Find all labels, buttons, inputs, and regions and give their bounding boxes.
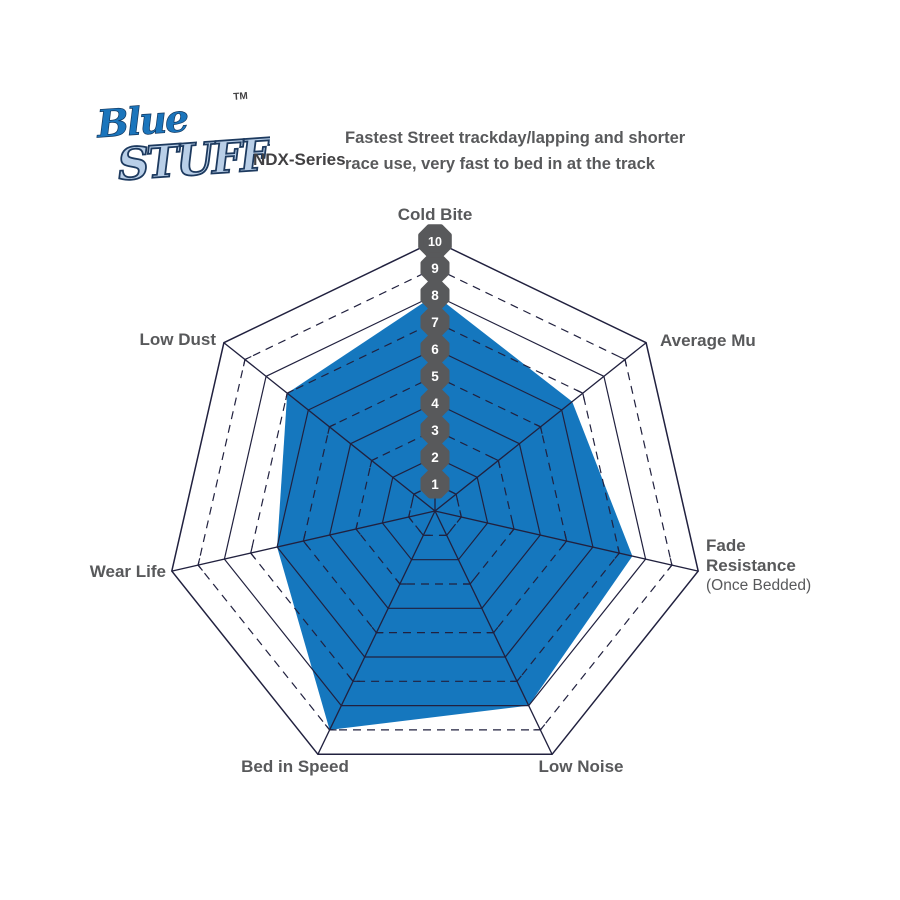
scale-badge-label-2: 2 bbox=[431, 450, 439, 465]
scale-badge-7 bbox=[420, 307, 450, 337]
scale-badge-6 bbox=[420, 334, 450, 364]
data-polygon bbox=[277, 295, 633, 730]
radar-axis-5 bbox=[171, 510, 436, 572]
scale-badge-2 bbox=[420, 442, 450, 472]
scale-badge-1 bbox=[420, 469, 450, 499]
axis-label-average-mu: Average Mu bbox=[660, 331, 756, 350]
scale-badge-label-7: 7 bbox=[431, 315, 439, 330]
scale-badge-label-6: 6 bbox=[431, 342, 439, 357]
radar-axis-6 bbox=[223, 342, 436, 512]
scale-badge-label-9: 9 bbox=[431, 261, 439, 276]
radar-ring-2 bbox=[381, 456, 489, 561]
scale-badge-10 bbox=[418, 224, 452, 258]
scale-badge-label-8: 8 bbox=[431, 288, 439, 303]
scale-badge-4 bbox=[420, 388, 450, 418]
radar-axis-2 bbox=[434, 510, 699, 572]
logo-blue-text: Blue bbox=[94, 95, 189, 146]
radar-ring-7 bbox=[250, 321, 620, 682]
scale-badge-label-3: 3 bbox=[431, 423, 439, 438]
bluestuff-logo-art: STUFF Blue TM bbox=[94, 91, 276, 192]
axis-label-wear-life: Wear Life bbox=[89, 562, 166, 581]
logo-trademark: TM bbox=[233, 91, 248, 103]
radar-ring-8 bbox=[223, 294, 647, 707]
radar-ring-4 bbox=[329, 402, 541, 609]
radar-axis-1 bbox=[434, 342, 647, 512]
axis-label-bed-in-speed: Bed in Speed bbox=[241, 757, 349, 776]
axis-label-low-dust: Low Dust bbox=[139, 330, 217, 349]
scale-badge-9 bbox=[420, 253, 450, 283]
scale-badge-label-5: 5 bbox=[431, 369, 439, 384]
logo-stuff-text: STUFF bbox=[116, 129, 270, 191]
axis-label-low-noise: Low Noise bbox=[538, 757, 624, 776]
scale-badge-label-1: 1 bbox=[431, 477, 439, 492]
axis-label-fade-resistance: Fade Resistance (Once Bedded) bbox=[706, 536, 821, 596]
radar-axis-3 bbox=[434, 510, 553, 755]
scale-badge-8 bbox=[420, 280, 450, 310]
radar-axis-4 bbox=[317, 510, 436, 755]
scale-badge-3 bbox=[420, 415, 450, 445]
scale-badge-label-4: 4 bbox=[431, 396, 439, 411]
description-line-2: race use, very fast to bed in at the tra… bbox=[345, 155, 655, 173]
scale-badges: 1 2 3 4 5 6 7 8 9 10 bbox=[418, 224, 452, 499]
bluestuff-logo: STUFF Blue TM bbox=[90, 88, 276, 193]
scale-badge-5 bbox=[420, 361, 450, 391]
radar-ring-6 bbox=[276, 348, 594, 658]
product-description: Fastest Street trackday/lapping and shor… bbox=[345, 125, 685, 177]
series-name-label: NDX-Series bbox=[253, 150, 346, 169]
axis-label-fade-resistance-main: Fade Resistance bbox=[706, 536, 796, 575]
radar-axes bbox=[171, 241, 699, 755]
axis-label-fade-resistance-sub: (Once Bedded) bbox=[706, 577, 812, 594]
radar-ring-10 bbox=[170, 240, 700, 756]
axis-label-cold-bite: Cold Bite bbox=[397, 205, 473, 224]
radar-rings bbox=[170, 240, 700, 756]
scale-badge-label-10: 10 bbox=[428, 235, 442, 249]
radar-ring-5 bbox=[302, 375, 568, 634]
description-line-1: Fastest Street trackday/lapping and shor… bbox=[345, 129, 686, 147]
radar-ring-3 bbox=[355, 429, 515, 585]
